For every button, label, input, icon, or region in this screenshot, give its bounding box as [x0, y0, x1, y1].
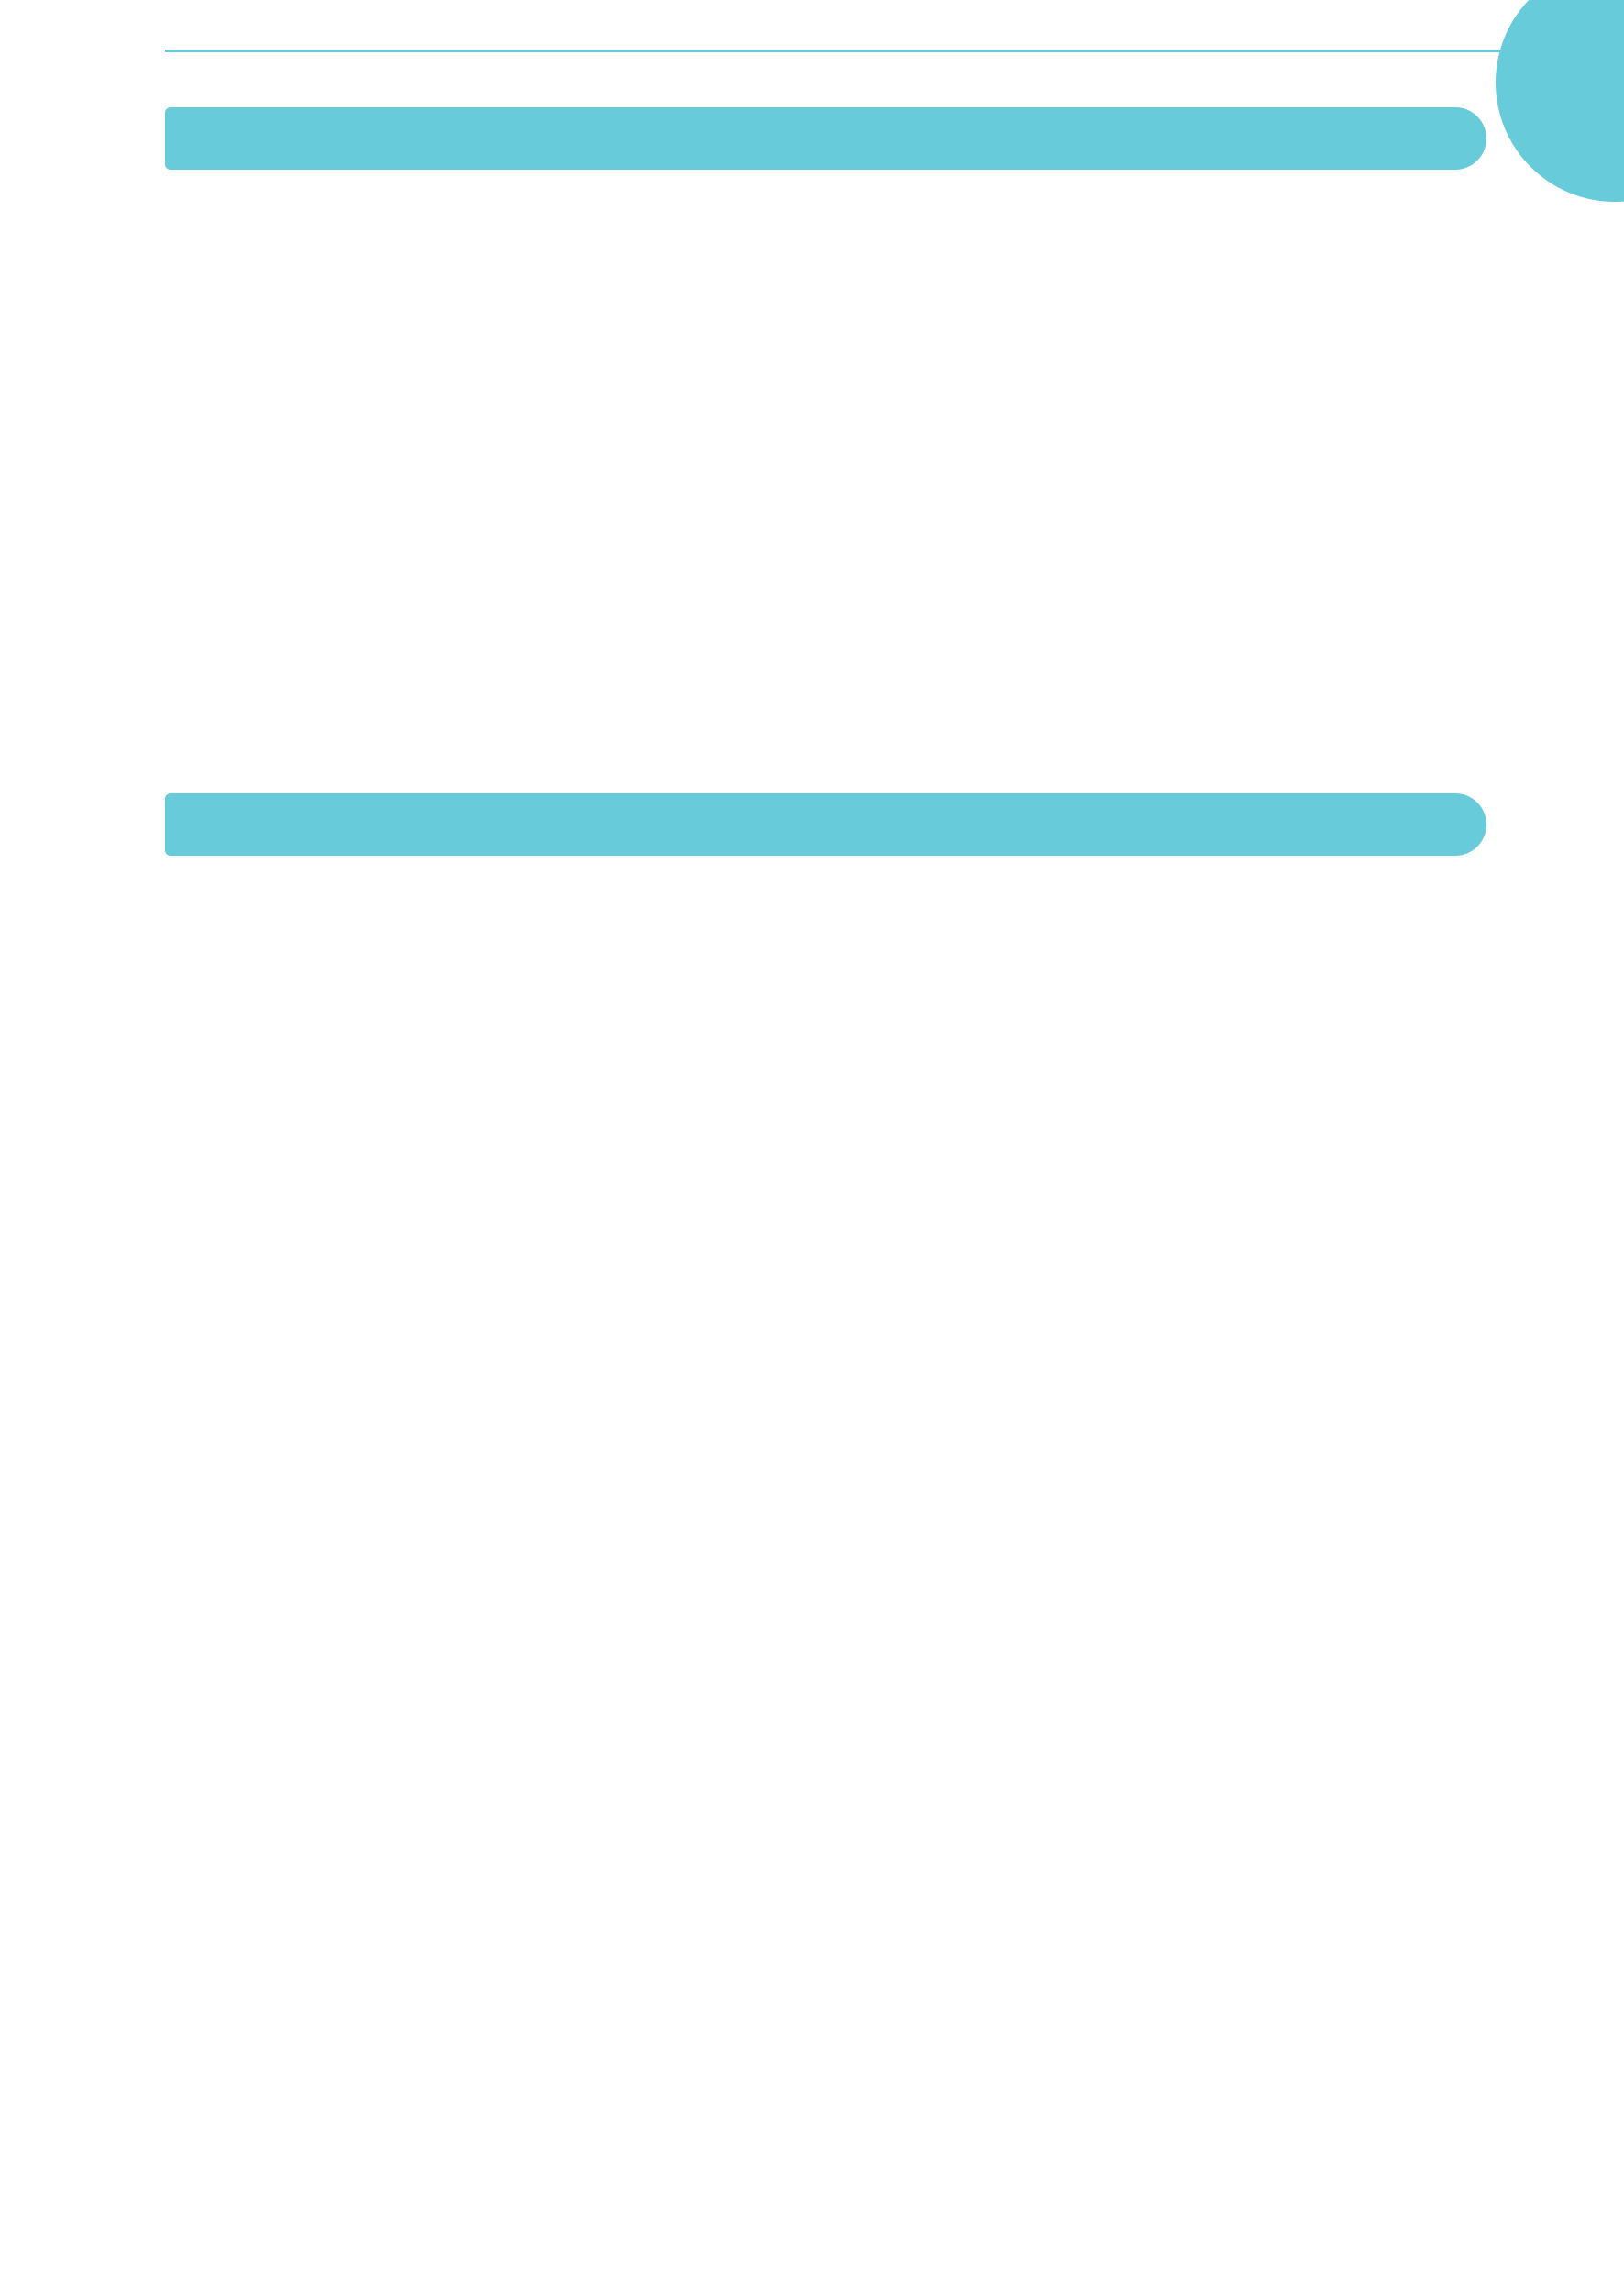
- exercise-24-header: [165, 793, 1523, 856]
- ex24-work-grid: [165, 892, 1523, 1333]
- answer-key: [165, 1844, 1523, 2284]
- ex23-grid: [165, 206, 1523, 757]
- page-corner-tab: [1496, 0, 1624, 202]
- exercise-23-header: [165, 107, 1523, 170]
- chapter-title: [165, 37, 1523, 52]
- answer-shapes-svg: [165, 2009, 1523, 2284]
- ex23-shapes-svg: [165, 206, 1523, 757]
- answer-24-text: [165, 1985, 1523, 1999]
- ex24-blank-svg: [165, 892, 1523, 1333]
